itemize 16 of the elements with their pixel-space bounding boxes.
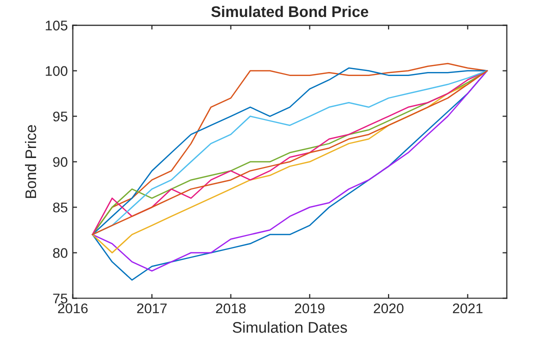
y-tick-label: 85 xyxy=(53,202,68,212)
chart-title: Simulated Bond Price xyxy=(211,6,368,18)
y-tick-label: 95 xyxy=(53,112,68,122)
x-tick-label: 2021 xyxy=(452,303,482,314)
y-tick-label: 90 xyxy=(53,157,68,167)
x-tick-label: 2017 xyxy=(137,303,167,314)
x-axis-title: Simulation Dates xyxy=(232,322,347,333)
y-tick-label: 80 xyxy=(53,248,68,258)
x-tick-label: 2019 xyxy=(294,303,324,314)
x-tick-label: 2018 xyxy=(216,303,246,314)
y-axis-title: Bond Price xyxy=(24,125,36,198)
y-tick-label: 100 xyxy=(46,66,68,76)
x-tick-label: 2020 xyxy=(374,303,404,314)
y-tick-label: 75 xyxy=(53,294,68,304)
x-tick-label: 2016 xyxy=(58,303,88,314)
y-tick-label: 105 xyxy=(46,20,68,30)
